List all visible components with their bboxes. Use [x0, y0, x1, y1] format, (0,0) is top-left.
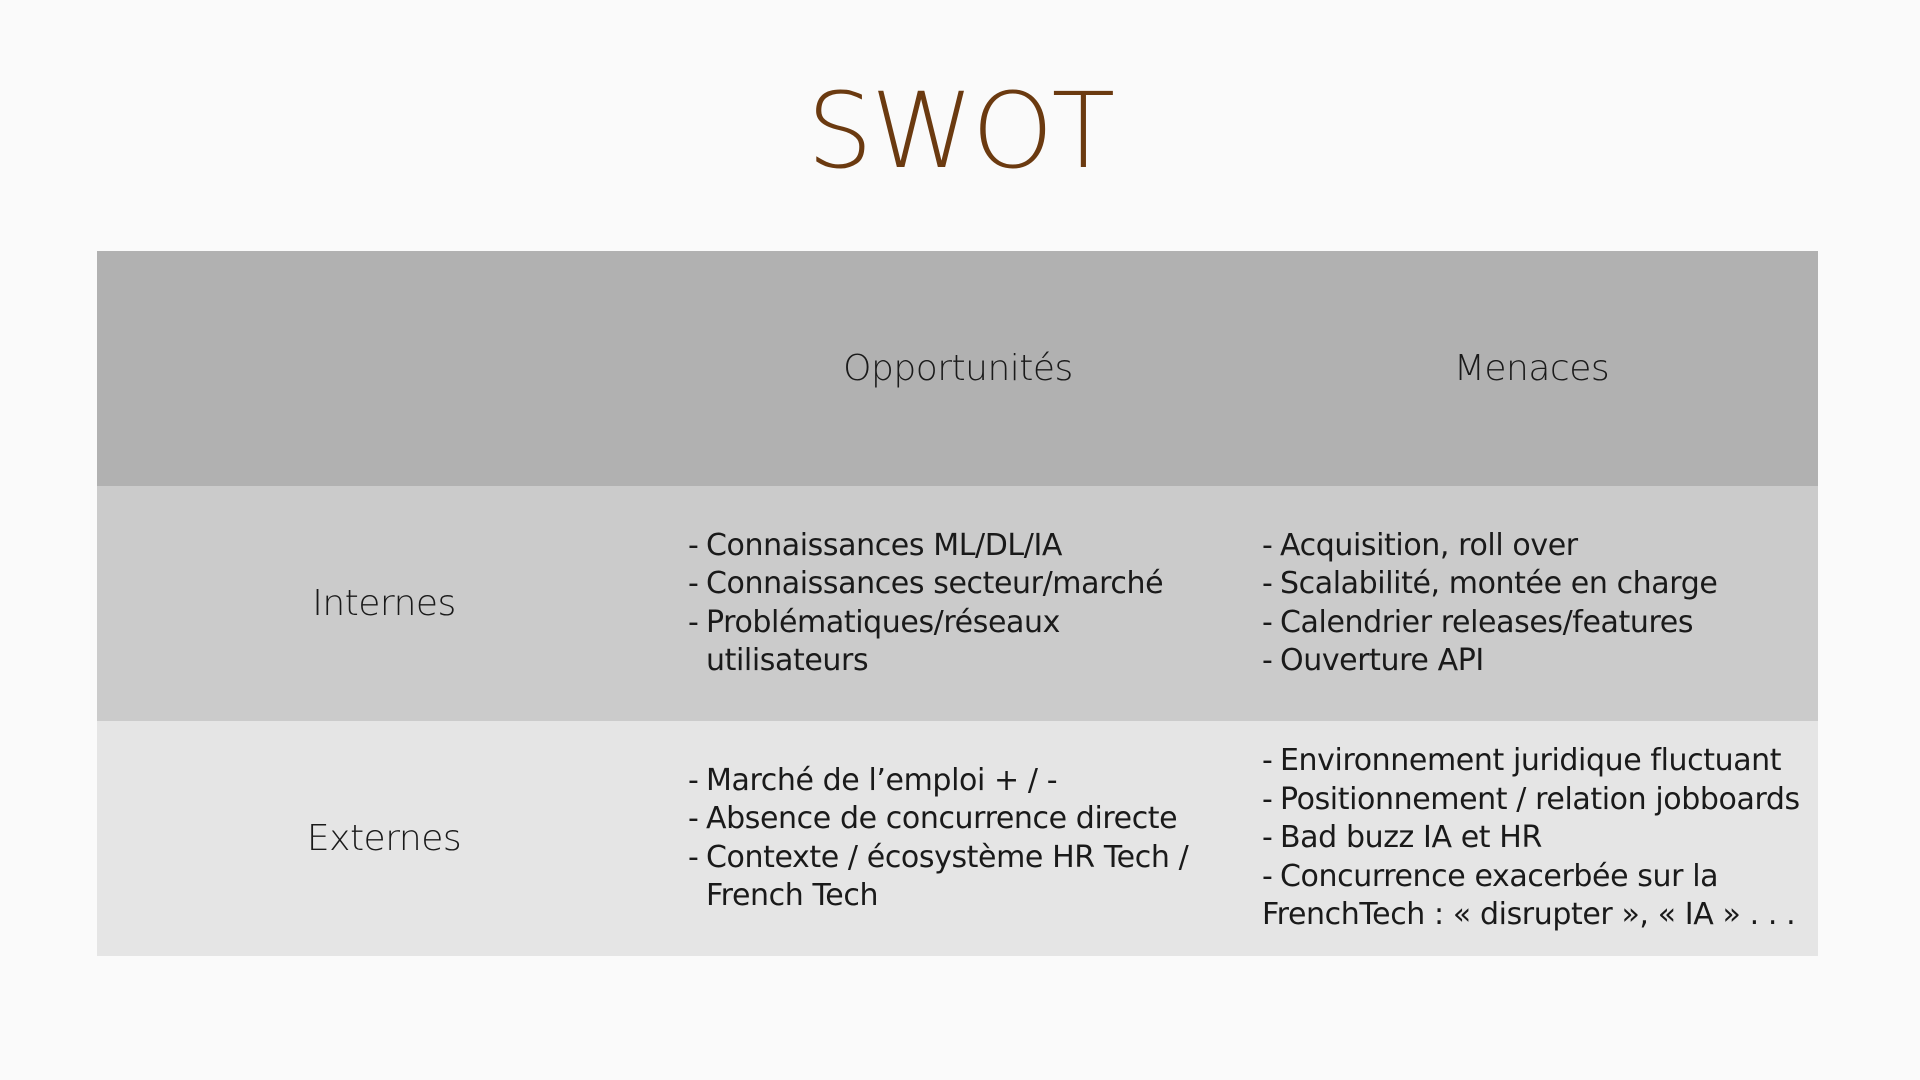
externes-threats-list: Environnement juridique fluctuant Positi…: [1245, 742, 1818, 935]
list-item: Absence de concurrence directe: [688, 800, 1231, 839]
swot-table: Opportunités Menaces Internes Connaissan…: [97, 251, 1818, 956]
cell-externes-threats: Environnement juridique fluctuant Positi…: [1245, 721, 1818, 956]
list-item: Bad buzz IA et HR: [1262, 819, 1804, 858]
row-label-externes: Externes: [306, 818, 462, 859]
table-row-externes: Externes Marché de l’emploi + / - Absenc…: [97, 721, 1818, 956]
internes-opportunities-list: Connaissances ML/DL/IA Connaissances sec…: [671, 527, 1245, 681]
header-corner-cell: [97, 251, 671, 486]
list-item: Connaissances ML/DL/IA: [688, 527, 1231, 566]
externes-opportunities-list: Marché de l’emploi + / - Absence de conc…: [671, 762, 1245, 916]
list-item: Acquisition, roll over: [1262, 527, 1804, 566]
internes-threats-list: Acquisition, roll over Scalabilité, mont…: [1245, 527, 1818, 681]
list-item: Connaissances secteur/marché: [688, 565, 1231, 604]
table-row-internes: Internes Connaissances ML/DL/IA Connaiss…: [97, 486, 1818, 721]
row-label-internes: Internes: [312, 583, 456, 624]
table-header-row: Opportunités Menaces: [97, 251, 1818, 486]
cell-internes-threats: Acquisition, roll over Scalabilité, mont…: [1245, 486, 1818, 721]
list-item: Positionnement / relation jobboards: [1262, 781, 1804, 820]
list-item: Environnement juridique fluctuant: [1262, 742, 1804, 781]
list-item: Calendrier releases/features: [1262, 604, 1804, 643]
header-opportunities: Opportunités: [843, 348, 1073, 389]
list-item-continuation: FrenchTech : « disrupter », « IA » . . .: [1262, 897, 1796, 933]
list-item: Ouverture API: [1262, 642, 1804, 681]
list-item: Marché de l’emploi + / -: [688, 762, 1231, 801]
cell-externes-opportunities: Marché de l’emploi + / - Absence de conc…: [671, 721, 1245, 956]
list-item: Contexte / écosystème HR Tech / French T…: [688, 839, 1231, 916]
list-item: Concurrence exacerbée sur la: [1262, 858, 1804, 897]
cell-internes-opportunities: Connaissances ML/DL/IA Connaissances sec…: [671, 486, 1245, 721]
list-item: Problématiques/réseaux utilisateurs: [688, 604, 1231, 681]
slide-title: SWOT: [806, 70, 1115, 192]
header-threats: Menaces: [1453, 348, 1610, 389]
list-item: Scalabilité, montée en charge: [1262, 565, 1804, 604]
